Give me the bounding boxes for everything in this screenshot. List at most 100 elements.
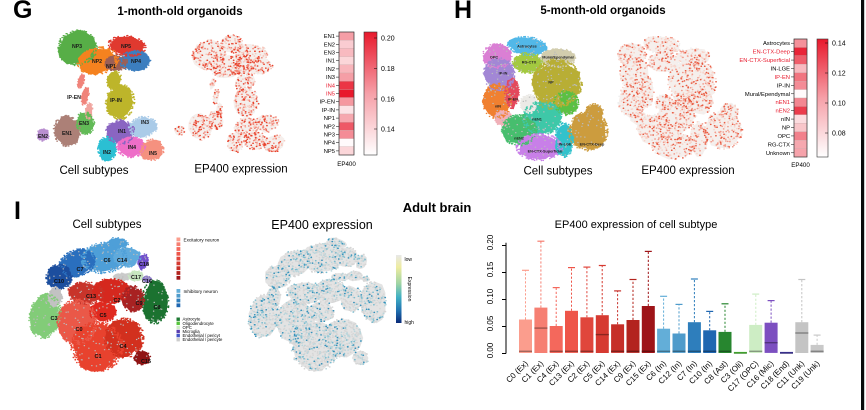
svg-text:Cell subtypes: Cell subtypes (72, 219, 141, 231)
svg-text:Excitatory neuron: Excitatory neuron (184, 238, 220, 243)
svg-text:NP4: NP4 (131, 59, 141, 65)
svg-text:0.08: 0.08 (832, 130, 846, 137)
svg-text:Adult brain: Adult brain (403, 200, 472, 215)
svg-text:NP3: NP3 (324, 133, 335, 139)
svg-text:EP400: EP400 (337, 161, 356, 168)
svg-text:EP400 expression: EP400 expression (271, 218, 373, 232)
svg-text:5-month-old organoids: 5-month-old organoids (540, 5, 665, 17)
svg-text:Inhibitory neuron: Inhibitory neuron (184, 289, 219, 294)
svg-text:EN1: EN1 (62, 131, 72, 137)
svg-text:C10: C10 (54, 279, 64, 285)
svg-text:0.20: 0.20 (486, 234, 495, 250)
svg-text:C6: C6 (103, 258, 110, 264)
svg-text:Astrocyte: Astrocyte (183, 317, 202, 322)
svg-text:Cell subtypes: Cell subtypes (523, 166, 592, 178)
svg-text:IN4: IN4 (326, 83, 336, 89)
svg-text:C13: C13 (86, 294, 96, 300)
svg-text:IN-LGE: IN-LGE (559, 143, 572, 147)
svg-text:0.15: 0.15 (486, 261, 495, 277)
svg-text:IN3: IN3 (141, 120, 149, 126)
svg-text:EN1: EN1 (324, 34, 335, 40)
svg-text:IN5: IN5 (149, 151, 157, 157)
svg-text:Astrocytes: Astrocytes (517, 45, 537, 49)
svg-text:C7: C7 (76, 267, 83, 273)
svg-text:RG-CTX: RG-CTX (768, 142, 790, 148)
svg-text:Mural/Ependymal: Mural/Ependymal (542, 56, 573, 60)
svg-text:0.10: 0.10 (486, 288, 495, 304)
svg-text:0.20: 0.20 (381, 35, 395, 42)
svg-text:NP5: NP5 (121, 44, 131, 50)
svg-text:IN1: IN1 (326, 59, 335, 65)
svg-text:nEN2: nEN2 (514, 137, 524, 141)
svg-text:IP-IN: IP-IN (499, 72, 508, 76)
svg-text:NP1: NP1 (324, 116, 335, 122)
svg-text:EN-CTX-Deep: EN-CTX-Deep (580, 143, 605, 147)
svg-text:0.12: 0.12 (832, 70, 846, 77)
svg-text:Mural/Ependymal: Mural/Ependymal (745, 92, 790, 98)
svg-text:0.14: 0.14 (381, 126, 395, 133)
svg-text:IP-IN: IP-IN (322, 108, 335, 114)
svg-text:Cell subtypes: Cell subtypes (59, 165, 128, 177)
svg-text:OPC: OPC (183, 325, 192, 330)
svg-text:G: G (13, 0, 32, 24)
svg-text:EN-CTX-Superficial: EN-CTX-Superficial (739, 58, 790, 64)
svg-text:EN2: EN2 (38, 134, 48, 140)
svg-text:C9: C9 (135, 301, 142, 307)
svg-text:C14: C14 (117, 258, 128, 264)
svg-text:0.10: 0.10 (832, 100, 846, 107)
svg-text:EN3: EN3 (324, 51, 335, 57)
svg-text:C8: C8 (153, 305, 160, 311)
svg-text:Astrocytes: Astrocytes (763, 41, 790, 47)
svg-text:C3: C3 (50, 316, 57, 322)
svg-text:0.18: 0.18 (381, 66, 395, 73)
svg-text:0.16: 0.16 (381, 96, 395, 103)
svg-text:low: low (405, 257, 413, 263)
svg-text:EN2: EN2 (324, 42, 335, 48)
svg-text:EN-CTX-Superficial: EN-CTX-Superficial (528, 150, 563, 154)
svg-text:nEN2: nEN2 (775, 109, 790, 115)
svg-text:nEN1: nEN1 (775, 100, 790, 106)
svg-text:EN-CTX-Deep: EN-CTX-Deep (753, 50, 790, 56)
svg-text:Unknown: Unknown (766, 151, 790, 157)
svg-text:OPC: OPC (777, 134, 790, 140)
svg-text:Oligodendrocyte: Oligodendrocyte (183, 321, 215, 326)
svg-text:C16: C16 (142, 279, 152, 285)
svg-text:NP1: NP1 (106, 64, 116, 70)
svg-text:C0: C0 (75, 327, 82, 333)
svg-text:0.00: 0.00 (486, 342, 495, 358)
svg-text:OPC: OPC (490, 56, 498, 60)
svg-text:EP400 expression: EP400 expression (194, 164, 287, 176)
svg-text:NP4: NP4 (324, 141, 336, 147)
svg-text:EN3: EN3 (79, 121, 89, 127)
svg-text:I: I (14, 197, 21, 225)
svg-text:Endothelial / pericyte: Endothelial / pericyte (183, 337, 223, 342)
svg-text:nIN: nIN (495, 105, 501, 109)
svg-text:nIN: nIN (781, 117, 790, 123)
svg-text:EP400: EP400 (791, 162, 810, 169)
svg-text:NP2: NP2 (324, 124, 335, 130)
svg-text:EP400 expression: EP400 expression (641, 165, 734, 177)
svg-text:IN-LGE: IN-LGE (771, 67, 790, 73)
svg-text:C17: C17 (131, 275, 141, 281)
svg-text:C2: C2 (113, 298, 120, 304)
svg-text:IP-EN: IP-EN (67, 95, 81, 101)
svg-text:EP400 expression of cell subty: EP400 expression of cell subtype (555, 219, 718, 231)
svg-text:IP-IN: IP-IN (777, 83, 790, 89)
svg-text:Endothelial / pericyt: Endothelial / pericyt (183, 333, 221, 338)
svg-text:NP5: NP5 (324, 149, 335, 155)
svg-text:IP-EN: IP-EN (508, 98, 518, 102)
svg-text:IN2: IN2 (103, 150, 111, 156)
svg-text:IN5: IN5 (326, 92, 335, 98)
svg-text:H: H (454, 0, 472, 24)
svg-text:C4: C4 (119, 344, 127, 350)
svg-text:IN4: IN4 (128, 145, 136, 151)
svg-text:IN2: IN2 (326, 67, 335, 73)
svg-text:IP-EN: IP-EN (775, 75, 790, 81)
svg-text:IP-IN: IP-IN (110, 98, 122, 104)
svg-text:RG-CTX: RG-CTX (522, 61, 537, 65)
svg-text:Expression: Expression (406, 277, 412, 302)
svg-text:IN3: IN3 (326, 75, 335, 81)
svg-text:C18: C18 (139, 262, 149, 268)
svg-text:NP: NP (548, 81, 554, 85)
svg-text:NP3: NP3 (72, 44, 82, 50)
